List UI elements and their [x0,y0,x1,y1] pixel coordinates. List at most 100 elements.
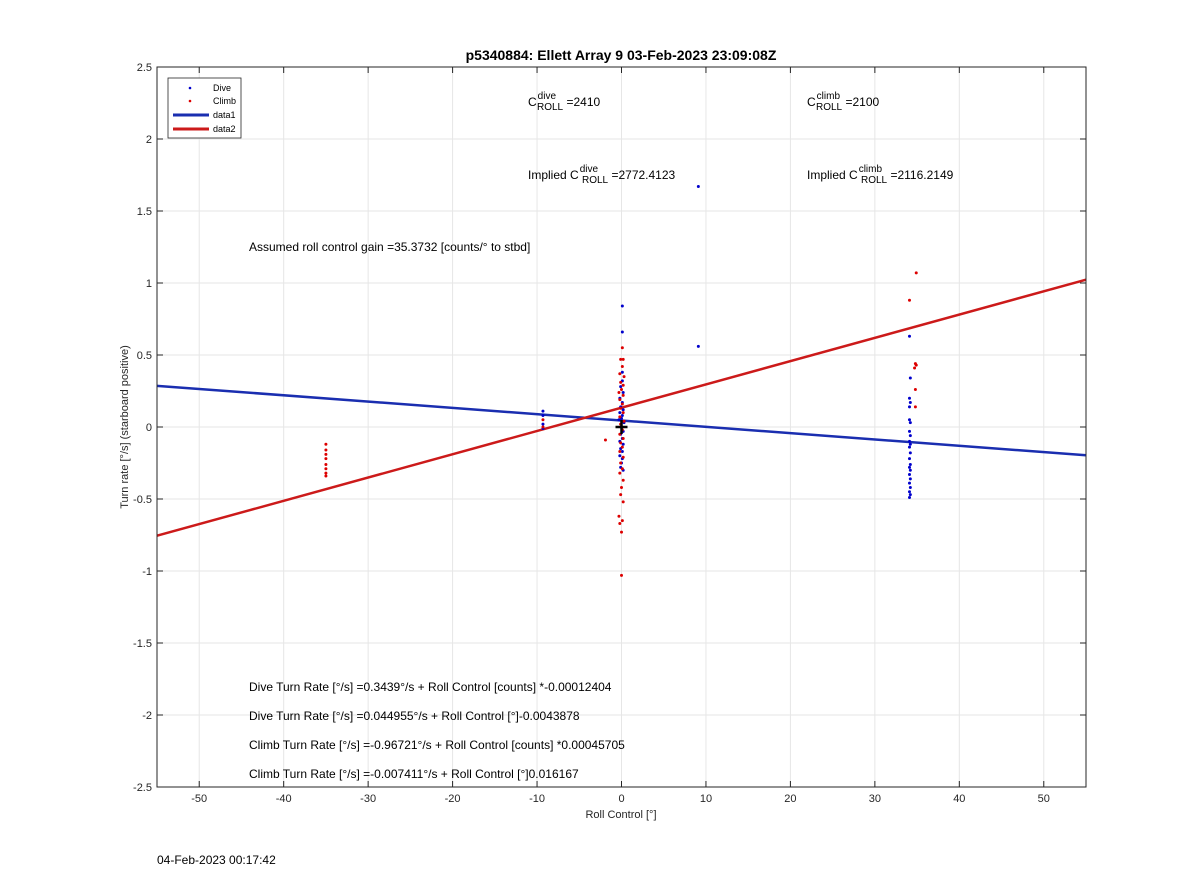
climb-point [619,380,623,384]
c-roll-climb-main: C [807,95,816,109]
legend-data2-label: data2 [213,124,236,134]
implied-c-roll-climb-annotation: Implied Cclimb ROLL =2116.2149 [807,164,954,186]
dive-point [696,185,700,189]
x-tick-label: 50 [1038,793,1050,805]
plot-area [156,185,1087,577]
x-tick-label: 20 [784,793,796,805]
dive-point [908,462,912,466]
dive-point [621,442,625,446]
climb-point [619,357,623,361]
dive-point [696,344,700,348]
y-tick-label: 1 [146,278,152,290]
dive-point [908,376,912,380]
dive-point [908,401,912,405]
implied-dive-sup: dive [580,164,599,175]
dive-point [541,413,545,417]
climb-point [324,448,328,452]
climb-point [622,419,626,423]
y-tick-label: -0.5 [133,494,152,506]
legend-climb-marker [188,99,192,103]
dive-point [907,481,911,485]
climb-point [617,514,621,518]
axes-frame [156,66,1087,788]
climb-point [914,363,918,367]
climb-point [541,425,545,429]
climb-point [618,398,622,402]
implied-climb-value: =2116.2149 [887,168,954,182]
c-roll-dive-main: C [528,95,537,109]
dive-point [620,449,624,453]
climb-point [620,530,623,534]
x-tick-label: -50 [191,793,207,805]
dive-point [908,493,912,497]
x-tick-label: -20 [445,793,461,805]
climb-point [619,441,623,445]
climb-point [913,388,917,392]
climb-point [324,462,328,466]
x-tick-label: -10 [529,793,545,805]
climb-point [621,478,625,482]
climb-point [324,452,328,456]
climb-point [621,357,625,361]
dive-point [907,473,911,477]
climb-point [621,383,625,387]
dive-point [907,496,911,500]
dive-point [618,454,622,458]
implied-dive-value: =2772.4123 [608,168,675,182]
implied-climb-sup: climb [859,164,883,175]
climb-point [619,461,623,465]
dive-point [907,418,911,422]
c-roll-climb-sup: climb [817,91,841,102]
y-tick-label: 2 [146,134,152,146]
climb-point [620,485,623,489]
dive-point [620,413,624,417]
climb-point [621,393,625,397]
climb-point [620,573,623,577]
climb-point [618,471,622,475]
legend-dive-marker [188,86,192,90]
y-tick-label: -1 [142,566,152,578]
print-timestamp: 04-Feb-2023 00:17:42 [157,853,276,867]
dive-point [908,451,912,455]
climb-point [913,366,917,370]
c-roll-climb-sub: ROLL [816,102,843,113]
climb-point [620,388,623,392]
dive-point [541,409,545,413]
climb-point [617,390,621,394]
dive-point [617,418,621,422]
y-tick-label: -2.5 [133,782,152,794]
dive-point [908,477,912,481]
x-axis-label: Roll Control [°] [585,809,656,821]
c-roll-climb-value: =2100 [842,95,879,109]
legend-dive-label: Dive [213,83,231,93]
dive-point [907,334,911,338]
x-tick-label: 10 [700,793,712,805]
climb-point [324,471,328,475]
climb-point [324,442,328,446]
dive-point [621,408,625,412]
y-tick-label: 0 [146,422,152,434]
climb-degrees-equation: Climb Turn Rate [°/s] =-0.007411°/s + Ro… [249,767,579,781]
y-tick-label: 2.5 [137,62,152,74]
c-roll-climb-annotation: Cclimb ROLL =2100 [807,91,879,113]
climb-point [619,406,623,410]
y-tick-label: -1.5 [133,638,152,650]
implied-dive-main: Implied C [528,168,579,182]
implied-dive-sub: ROLL [582,175,609,186]
climb-point [620,467,624,471]
climb-point [618,521,622,525]
climb-point [620,346,624,350]
c-roll-dive-value: =2410 [563,95,600,109]
legend-climb-label: Climb [213,96,236,106]
dive-point [908,485,912,489]
dive-point [619,385,623,389]
climb-point [914,271,918,275]
legend: Dive Climb data1 data2 [167,77,242,139]
y-tick-label: 0.5 [137,350,152,362]
implied-climb-main: Implied C [807,168,858,182]
climb-point [620,365,624,369]
c-roll-dive-annotation: Cdive ROLL =2410 [528,91,600,113]
x-tick-label: -30 [360,793,376,805]
dive-point [541,422,545,426]
